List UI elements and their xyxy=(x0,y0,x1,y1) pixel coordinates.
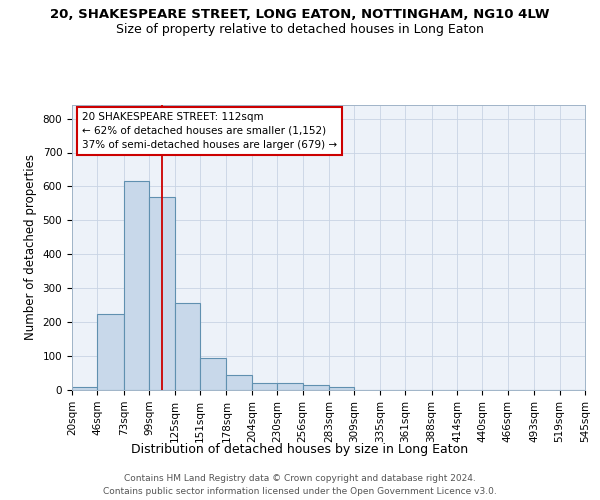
Bar xyxy=(252,383,277,390)
Text: 20, SHAKESPEARE STREET, LONG EATON, NOTTINGHAM, NG10 4LW: 20, SHAKESPEARE STREET, LONG EATON, NOTT… xyxy=(50,8,550,20)
Bar xyxy=(277,383,302,390)
Text: 20 SHAKESPEARE STREET: 112sqm
← 62% of detached houses are smaller (1,152)
37% o: 20 SHAKESPEARE STREET: 112sqm ← 62% of d… xyxy=(82,112,337,150)
Bar xyxy=(97,314,124,390)
Bar xyxy=(175,304,200,390)
Bar xyxy=(124,182,149,390)
Text: Contains public sector information licensed under the Open Government Licence v3: Contains public sector information licen… xyxy=(103,486,497,496)
Text: Contains HM Land Registry data © Crown copyright and database right 2024.: Contains HM Land Registry data © Crown c… xyxy=(124,474,476,483)
Y-axis label: Number of detached properties: Number of detached properties xyxy=(24,154,37,340)
Bar xyxy=(329,388,355,390)
Bar xyxy=(226,374,252,390)
Bar xyxy=(72,386,97,390)
Text: Size of property relative to detached houses in Long Eaton: Size of property relative to detached ho… xyxy=(116,22,484,36)
Bar xyxy=(302,385,329,390)
Bar xyxy=(149,196,175,390)
Bar xyxy=(200,358,226,390)
Text: Distribution of detached houses by size in Long Eaton: Distribution of detached houses by size … xyxy=(131,442,469,456)
